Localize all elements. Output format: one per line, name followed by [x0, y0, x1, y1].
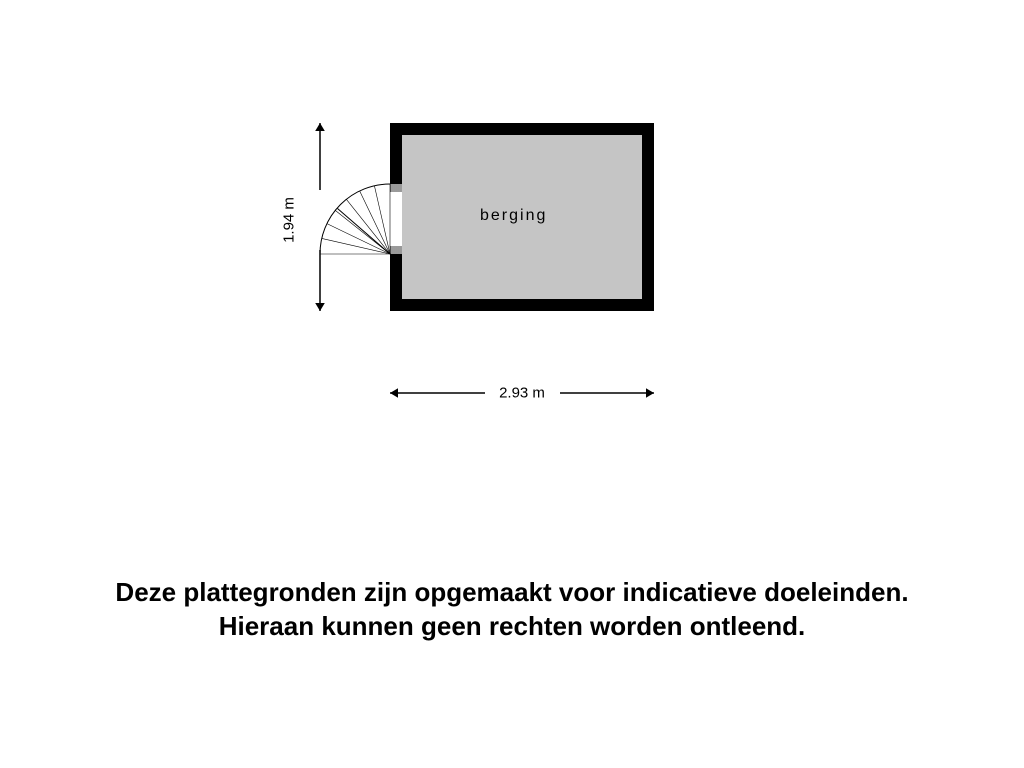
disclaimer-caption: Deze plattegronden zijn opgemaakt voor i…: [0, 576, 1024, 644]
floorplan-canvas: berging 1.94 m 2.93 m Deze plattegronden…: [0, 0, 1024, 768]
disclaimer-line-2: Hieraan kunnen geen rechten worden ontle…: [0, 610, 1024, 644]
disclaimer-line-1: Deze plattegronden zijn opgemaakt voor i…: [0, 576, 1024, 610]
dimension-horizontal-label: 2.93 m: [499, 385, 545, 402]
dimension-vertical-label: 1.94 m: [281, 197, 298, 243]
room-label: berging: [480, 207, 547, 225]
